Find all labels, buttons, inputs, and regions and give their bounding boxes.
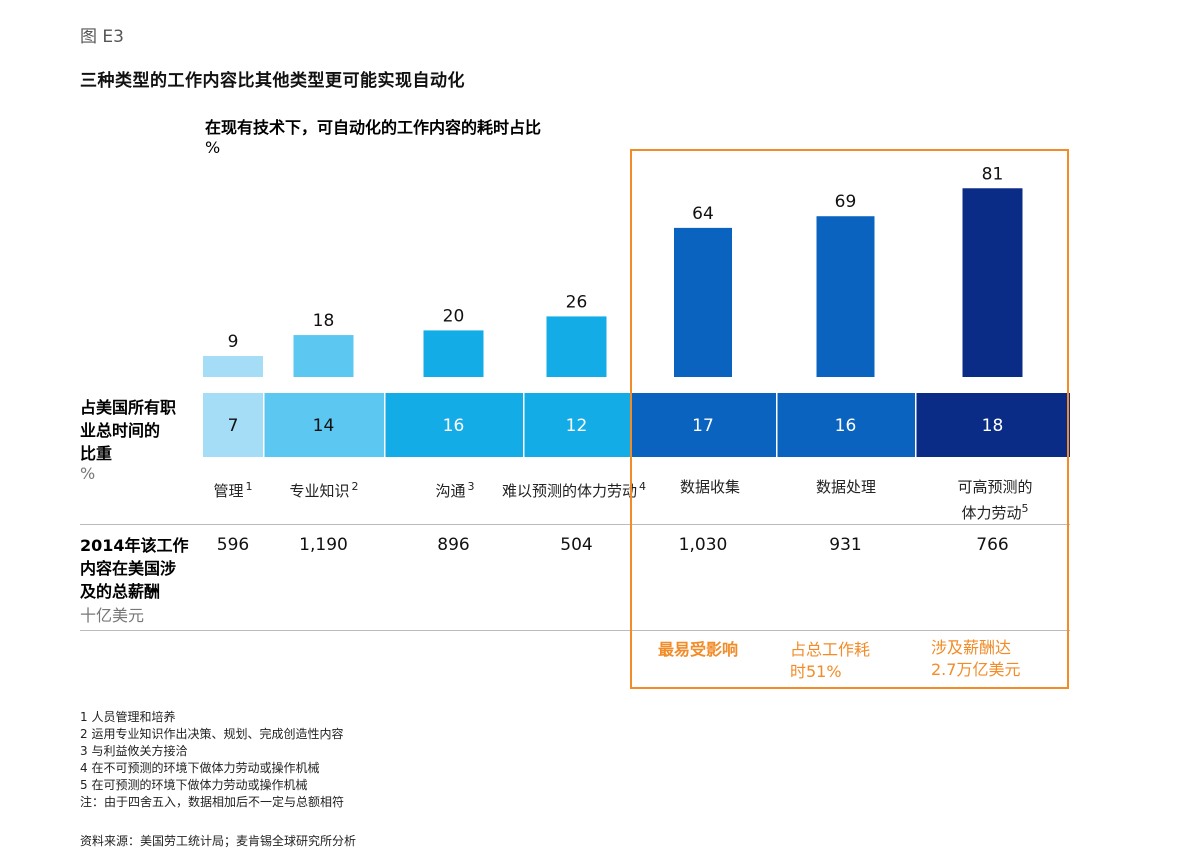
time-share-label: 占美国所有职 业总时间的 比重 (80, 396, 176, 465)
highlight-box (630, 149, 1069, 689)
wages-label-line: 内容在美国涉 (80, 559, 177, 578)
time-share-cell (915, 393, 1070, 457)
category-label: 专业知识 2 (289, 480, 359, 500)
bar-chart: 9 7 18 14 20 16 26 12 64 17 69 16 81 18 (203, 164, 1070, 457)
divider (80, 524, 1070, 525)
bar (674, 227, 732, 377)
time-share-cell (263, 393, 384, 457)
cell-separator (263, 393, 265, 457)
time-share-label-line: 占美国所有职 (80, 398, 177, 417)
bar (816, 216, 875, 377)
bar (293, 335, 354, 377)
annotation-line: 占总工作耗 (790, 640, 871, 659)
footnote: 注：由于四舍五入，数据相加后不一定与总额相符 (80, 795, 345, 809)
time-share-cell (523, 393, 630, 457)
figure-label: 图 E3 (80, 27, 124, 47)
time-share-value: 12 (566, 416, 588, 436)
annotation-line: 2.7万亿美元 (931, 660, 1021, 679)
bar-value-label: 64 (692, 204, 714, 224)
time-share-cell (776, 393, 915, 457)
time-share-value: 14 (313, 416, 335, 436)
chart-title: 在现有技术下，可自动化的工作内容的耗时占比 (205, 118, 542, 137)
time-share-value: 16 (835, 416, 857, 436)
bar-value-label: 26 (566, 292, 588, 312)
bar (546, 316, 607, 377)
category-label: 沟通 3 (435, 480, 475, 500)
time-share-cell (630, 393, 776, 457)
wage-value: 1,030 (678, 535, 728, 555)
cell-separator (915, 393, 917, 457)
highlight-annotation-time-share: 占总工作耗 时51% (790, 639, 870, 683)
bar-value-label: 9 (228, 332, 239, 352)
divider (80, 630, 1070, 631)
category-label: 难以预测的体力劳动 4 (501, 480, 646, 500)
bar-value-label: 69 (835, 192, 857, 212)
time-share-value: 16 (443, 416, 465, 436)
time-share-label-line: 业总时间的 (80, 421, 161, 440)
figure-title: 三种类型的工作内容比其他类型更可能实现自动化 (80, 71, 465, 91)
time-share-cell (384, 393, 523, 457)
time-share-cell (203, 393, 263, 457)
wages-label-line: 及的总薪酬 (80, 582, 161, 601)
bar (203, 356, 263, 377)
chart-unit: % (205, 138, 221, 157)
footnote: 3 与利益攸关方接洽 (80, 744, 188, 758)
time-share-value: 17 (692, 416, 714, 436)
footnote: 1 人员管理和培养 (80, 710, 176, 724)
cell-separator (384, 393, 386, 457)
bar-value-label: 20 (443, 306, 465, 326)
annotation-line: 最易受影响 (658, 640, 739, 659)
wages-label-line: 2014年该工作 (80, 536, 189, 555)
wage-value: 504 (560, 535, 593, 555)
wages-unit: 十亿美元 (80, 606, 145, 625)
footnote: 2 运用专业知识作出决策、规划、完成创造性内容 (80, 727, 344, 741)
source-note: 资料来源：美国劳工统计局；麦肯锡全球研究所分析 (80, 834, 357, 848)
wage-value: 1,190 (299, 535, 348, 555)
time-share-value: 18 (982, 416, 1004, 436)
category-label: 可高预测的 体力劳动5 (957, 478, 1033, 522)
category-label: 数据收集 (679, 478, 740, 496)
category-label: 数据处理 (815, 478, 876, 496)
annotation-line: 时51% (790, 662, 842, 681)
category-label: 管理 1 (213, 480, 253, 500)
cell-separator (523, 393, 525, 457)
cell-separator (776, 393, 778, 457)
time-share-label-line: 比重 (80, 444, 113, 463)
bar-value-label: 81 (982, 164, 1004, 184)
bar (962, 188, 1023, 377)
footnote: 5 在可预测的环境下做体力劳动或操作机械 (80, 778, 308, 792)
highlight-annotation-most-affected: 最易受影响 (658, 639, 738, 661)
bar-value-label: 18 (313, 311, 335, 331)
wage-value: 766 (976, 535, 1009, 555)
bar (423, 330, 484, 377)
wages-label: 2014年该工作 内容在美国涉 及的总薪酬 (80, 534, 189, 603)
footnote: 4 在不可预测的环境下做体力劳动或操作机械 (80, 761, 320, 775)
time-share-unit: % (80, 464, 96, 483)
time-share-value: 7 (228, 416, 239, 436)
highlight-annotation-wages: 涉及薪酬达 2.7万亿美元 (931, 637, 1020, 681)
wage-value: 896 (437, 535, 470, 555)
wage-value: 931 (829, 535, 862, 555)
wage-value: 596 (216, 535, 250, 555)
annotation-line: 涉及薪酬达 (931, 638, 1012, 657)
